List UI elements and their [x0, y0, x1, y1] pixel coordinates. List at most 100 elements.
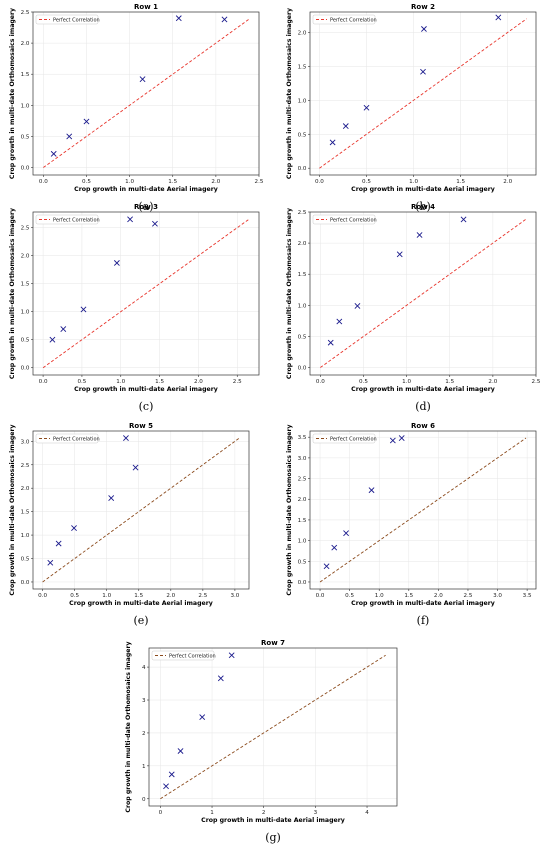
subfigure-caption: (d): [415, 400, 431, 413]
data-point: [327, 339, 334, 346]
y-axis-label: Crop growth in multi-date Orthomosaics i…: [286, 424, 293, 595]
data-point: [113, 260, 120, 266]
y-tick-label: 0.0: [298, 580, 307, 586]
y-tick-label: 0.0: [21, 366, 30, 372]
x-axis-label: Crop growth in multi-date Aerial imagery: [201, 817, 345, 824]
y-tick-label: 0.5: [298, 334, 307, 340]
x-tick-label: 2.0: [166, 593, 175, 599]
marker-stroke: [71, 525, 77, 531]
legend-box: [151, 650, 215, 661]
legend: Perfect Correlation: [312, 433, 377, 444]
data-point: [396, 251, 403, 258]
x-tick-label: 2: [262, 810, 266, 816]
perfect-correlation-line: [42, 218, 250, 369]
legend-label: Perfect Correlation: [330, 217, 377, 223]
data-point: [221, 16, 228, 23]
chart-panel-4: 0.0 0.5 1.0 1.5 2.0 2.5 0.0 0.5 1.0 1.5 2.0 2.5 Perf…: [286, 203, 541, 413]
x-axis-label: Crop growth in multi-date Aerial imagery: [351, 600, 495, 607]
y-tick-label: 3: [142, 698, 146, 704]
legend: Perfect Correlation: [312, 14, 377, 25]
marker-stroke: [363, 104, 370, 111]
x-axis-label: Crop growth in multi-date Aerial imagery: [74, 186, 218, 193]
data-point: [163, 783, 169, 790]
legend-label: Perfect Correlation: [53, 17, 100, 23]
x-axis-label: Crop growth in multi-date Aerial imagery: [74, 386, 218, 393]
data-point: [132, 464, 139, 471]
subfigure-caption: (c): [139, 400, 154, 413]
perfect-correlation-line: [160, 654, 386, 800]
y-tick-label: 0.0: [21, 580, 30, 586]
y-tick-label: 1: [142, 764, 146, 770]
x-tick-label: 2.0: [434, 593, 443, 599]
x-tick-label: 1.5: [134, 593, 143, 599]
data-point: [217, 675, 224, 682]
x-tick-label: 0.0: [316, 593, 325, 599]
marker-stroke: [152, 220, 158, 227]
chart-title: Row 4: [411, 203, 435, 211]
x-tick-label: 2.0: [503, 179, 512, 185]
perfect-correlation-line: [43, 19, 249, 168]
data-point: [177, 748, 184, 754]
y-tick-label: 1.0: [298, 98, 307, 104]
marker-stroke: [113, 260, 120, 266]
marker-stroke: [495, 14, 502, 21]
x-tick-label: 2.0: [194, 379, 203, 385]
chart-title: Row 6: [411, 422, 435, 430]
subfigure-caption: (e): [133, 614, 148, 627]
y-tick-label: 0: [142, 797, 146, 803]
x-tick-label: 1.0: [116, 379, 125, 385]
data-point: [60, 326, 67, 332]
perfect-correlation-line: [319, 437, 527, 583]
marker-stroke: [47, 559, 54, 566]
data-point: [139, 76, 146, 83]
legend: Perfect Correlation: [35, 14, 100, 25]
chart-panel-2: 0.0 0.5 1.0 1.5 2.0 0.0 0.5 1.0 1.5 2.0 Perfect Co…: [286, 3, 537, 213]
marker-stroke: [132, 464, 139, 471]
y-axis-label: Crop growth in multi-date Orthomosaics i…: [125, 641, 132, 812]
marker-stroke: [108, 495, 115, 501]
y-tick-label: 1.5: [298, 272, 307, 278]
y-tick-label: 1.0: [298, 303, 307, 309]
data-point: [331, 544, 338, 551]
legend-box: [35, 14, 99, 25]
data-point: [368, 487, 375, 494]
data-point: [228, 652, 235, 659]
marker-stroke: [49, 336, 56, 343]
y-axis-label: Crop growth in multi-date Orthomosaics i…: [9, 8, 16, 179]
plot-frame: [309, 211, 537, 376]
marker-stroke: [127, 216, 133, 223]
data-point: [199, 714, 206, 721]
data-point: [363, 104, 370, 111]
data-point: [108, 495, 115, 501]
y-tick-label: 2.0: [21, 41, 30, 47]
data-point: [416, 232, 423, 238]
x-tick-label: 0.0: [316, 379, 325, 385]
marker-stroke: [123, 435, 129, 441]
plot-frame: [309, 11, 537, 176]
y-axis-label: Crop growth in multi-date Orthomosaics i…: [9, 424, 16, 595]
legend-label: Perfect Correlation: [330, 17, 377, 23]
legend: Perfect Correlation: [312, 214, 377, 225]
x-tick-label: 0.5: [70, 593, 79, 599]
x-axis-label: Crop growth in multi-date Aerial imagery: [69, 600, 213, 607]
chart-panel-7: 0 1 2 3 4 0 1 2 3 4 Perfect Correlation Row 7 Crop g…: [125, 639, 398, 844]
marker-stroke: [50, 150, 57, 157]
marker-stroke: [331, 544, 338, 551]
x-tick-label: 0.5: [77, 379, 86, 385]
marker-stroke: [139, 76, 146, 83]
plot-frame: [309, 430, 537, 590]
y-tick-label: 0.5: [21, 557, 30, 563]
y-tick-label: 2.5: [298, 210, 307, 216]
x-axis-label: Crop growth in multi-date Aerial imagery: [351, 186, 495, 193]
x-tick-label: 2.5: [233, 379, 242, 385]
chart-panel-1: 0.0 0.5 1.0 1.5 2.0 2.5 0.0 0.5 1.0 1.5 2.0 2.5 Perf…: [9, 3, 264, 213]
marker-stroke: [60, 326, 67, 332]
marker-stroke: [398, 435, 405, 441]
legend-box: [312, 433, 376, 444]
marker-stroke: [66, 133, 73, 140]
x-tick-label: 0.0: [38, 593, 47, 599]
marker-stroke: [228, 652, 235, 659]
x-tick-label: 0.5: [362, 179, 371, 185]
marker-stroke: [354, 303, 361, 309]
